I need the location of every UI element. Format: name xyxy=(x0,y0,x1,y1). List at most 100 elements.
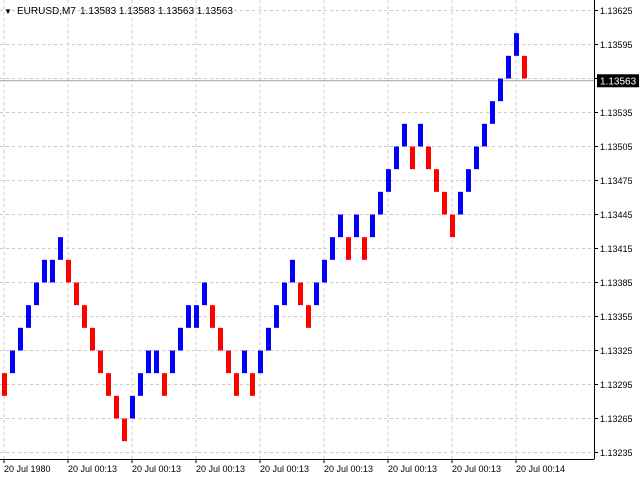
renko-brick-up xyxy=(50,259,55,283)
price-tick-label: 1.13355 xyxy=(600,312,633,322)
renko-brick-down xyxy=(434,169,439,192)
renko-brick-up xyxy=(458,191,463,215)
renko-brick-up xyxy=(282,282,287,306)
renko-brick-up xyxy=(194,305,199,328)
renko-brick-down xyxy=(346,237,351,260)
current-price-label: 1.13563 xyxy=(600,76,637,87)
collapse-arrow-icon[interactable]: ▼ xyxy=(4,7,12,16)
price-tick-label: 1.13625 xyxy=(600,6,633,16)
renko-brick-up xyxy=(186,305,191,328)
renko-brick-up xyxy=(370,214,375,238)
renko-brick-down xyxy=(234,373,239,396)
renko-brick-down xyxy=(226,350,231,374)
renko-brick-down xyxy=(522,55,527,79)
renko-brick-up xyxy=(26,305,31,328)
renko-brick-down xyxy=(298,282,303,306)
renko-brick-down xyxy=(210,305,215,328)
time-tick-label: 20 Jul 00:13 xyxy=(260,464,309,474)
renko-brick-up xyxy=(378,191,383,215)
renko-brick-up xyxy=(314,282,319,306)
price-tick-label: 1.13475 xyxy=(600,176,633,186)
renko-brick-down xyxy=(122,418,127,442)
renko-brick-down xyxy=(250,373,255,396)
price-tick-label: 1.13445 xyxy=(600,210,633,220)
renko-brick-up xyxy=(258,350,263,374)
renko-brick-down xyxy=(450,214,455,238)
ohlc-values: 1.13583 1.13583 1.13563 1.13563 xyxy=(80,6,233,17)
renko-brick-down xyxy=(82,305,87,328)
renko-brick-down xyxy=(66,259,71,283)
renko-brick-up xyxy=(402,123,407,147)
price-tick-label: 1.13325 xyxy=(600,346,633,356)
renko-brick-up xyxy=(266,327,271,351)
current-price-tag-bg xyxy=(597,74,639,88)
renko-brick-down xyxy=(90,327,95,351)
renko-brick-up xyxy=(154,350,159,374)
renko-brick-up xyxy=(274,305,279,328)
renko-brick-up xyxy=(130,395,135,419)
time-tick-label: 20 Jul 00:14 xyxy=(516,464,565,474)
price-tick-label: 1.13505 xyxy=(600,142,633,152)
renko-brick-down xyxy=(410,146,415,170)
renko-brick-up xyxy=(138,373,143,396)
price-tick-label: 1.13595 xyxy=(600,40,633,50)
renko-brick-up xyxy=(18,327,23,351)
time-axis: 20 Jul 1980 20 Jul 00:13 20 Jul 00:13 20 Ju… xyxy=(0,459,595,474)
renko-brick-down xyxy=(114,395,119,419)
renko-brick-up xyxy=(490,101,495,124)
renko-brick-up xyxy=(146,350,151,374)
time-tick-label: 20 Jul 00:13 xyxy=(68,464,117,474)
renko-brick-up xyxy=(202,282,207,306)
renko-brick-up xyxy=(34,282,39,306)
renko-brick-up xyxy=(42,259,47,283)
renko-brick-up xyxy=(418,123,423,147)
renko-brick-down xyxy=(306,305,311,328)
renko-brick-up xyxy=(386,169,391,192)
renko-brick-up xyxy=(338,214,343,238)
symbol-label: EURUSD,M7 xyxy=(17,6,76,17)
price-tick-label: 1.13415 xyxy=(600,244,633,254)
price-tick-label: 1.13385 xyxy=(600,278,633,288)
time-tick-label: 20 Jul 00:13 xyxy=(324,464,373,474)
renko-brick-up xyxy=(242,350,247,374)
renko-brick-down xyxy=(2,373,7,396)
price-tick-label: 1.13295 xyxy=(600,380,633,390)
renko-brick-up xyxy=(354,214,359,238)
renko-brick-up xyxy=(466,169,471,192)
time-tick-label: 20 Jul 00:13 xyxy=(388,464,437,474)
renko-brick-down xyxy=(426,146,431,170)
renko-brick-up xyxy=(178,327,183,351)
renko-brick-down xyxy=(362,237,367,260)
renko-brick-down xyxy=(162,373,167,396)
renko-brick-up xyxy=(170,350,175,374)
price-tick-label: 1.13535 xyxy=(600,108,633,118)
renko-brick-up xyxy=(482,123,487,147)
renko-brick-up xyxy=(474,146,479,170)
time-tick-label: 20 Jul 1980 xyxy=(4,464,51,474)
price-tick-label: 1.13265 xyxy=(600,414,633,424)
renko-brick-down xyxy=(106,373,111,396)
renko-brick-down xyxy=(218,327,223,351)
price-tick-label: 1.13235 xyxy=(600,448,633,458)
renko-brick-up xyxy=(394,146,399,170)
grid-lines xyxy=(0,0,594,459)
renko-brick-up xyxy=(514,33,519,56)
renko-brick-up xyxy=(290,259,295,283)
time-tick-label: 20 Jul 00:13 xyxy=(132,464,181,474)
renko-brick-down xyxy=(98,350,103,374)
renko-brick-down xyxy=(442,191,447,215)
renko-brick-up xyxy=(498,78,503,102)
renko-bricks xyxy=(2,33,527,442)
renko-brick-up xyxy=(330,237,335,260)
renko-brick-up xyxy=(10,350,15,374)
price-axis: 1.136251.135951.135651.135351.135051.134… xyxy=(594,0,633,459)
renko-brick-up xyxy=(506,55,511,79)
chart-header: ▼ EURUSD,M7 1.13583 1.13583 1.13563 1.13… xyxy=(4,6,233,17)
renko-brick-down xyxy=(74,282,79,306)
renko-brick-up xyxy=(58,237,63,260)
time-tick-label: 20 Jul 00:13 xyxy=(452,464,501,474)
renko-brick-up xyxy=(322,259,327,283)
current-price-tag: 1.13563 xyxy=(597,74,639,88)
